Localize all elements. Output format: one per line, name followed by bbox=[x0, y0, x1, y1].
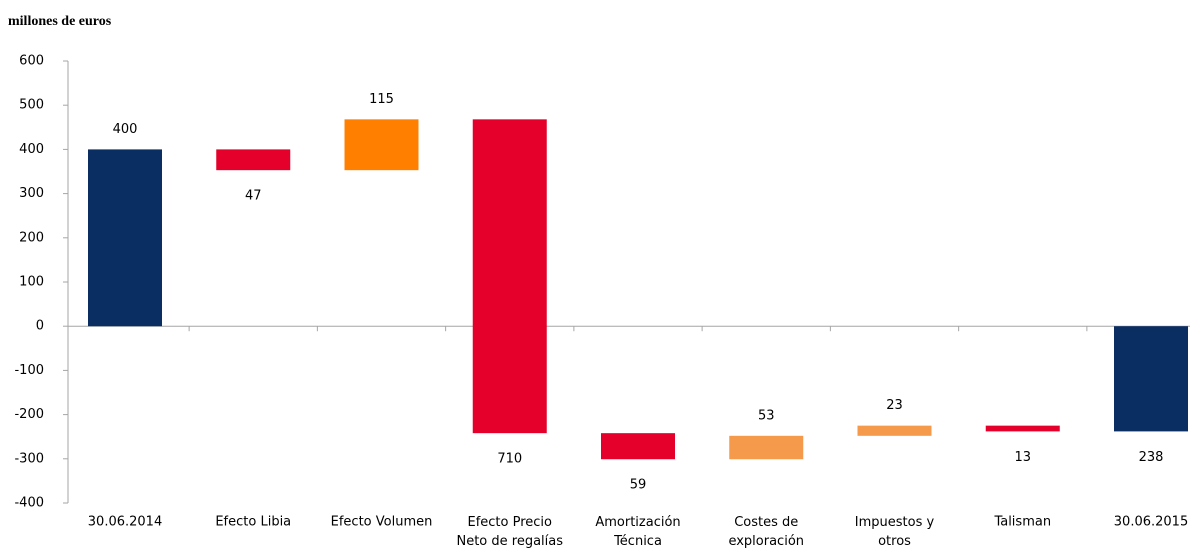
value-label: 238 bbox=[1139, 450, 1164, 465]
value-label: 23 bbox=[886, 398, 903, 413]
y-tick-label: 300 bbox=[19, 186, 44, 201]
value-label: 59 bbox=[630, 478, 647, 493]
y-tick-label: -400 bbox=[14, 496, 44, 511]
x-tick-label-line: Impuestos y bbox=[855, 515, 935, 530]
x-tick-label-line: Amortización bbox=[595, 515, 680, 530]
bar bbox=[1114, 326, 1188, 432]
value-label: 47 bbox=[245, 189, 262, 204]
value-label: 53 bbox=[758, 408, 775, 423]
y-tick-label: -300 bbox=[14, 451, 44, 466]
value-label: 13 bbox=[1014, 450, 1031, 465]
x-tick-label: 30.06.2015 bbox=[1114, 515, 1188, 530]
x-tick-label-line: Neto de regalías bbox=[456, 534, 563, 549]
x-tick-label: Costes de exploración bbox=[728, 515, 804, 549]
y-tick-label: 0 bbox=[36, 319, 44, 334]
x-tick-label: Efecto Volumen bbox=[331, 515, 433, 530]
value-label: 400 bbox=[113, 122, 138, 137]
value-label: 115 bbox=[369, 92, 394, 107]
value-label: 710 bbox=[497, 452, 522, 467]
y-tick-label: -100 bbox=[14, 363, 44, 378]
bar bbox=[857, 425, 932, 436]
bar bbox=[216, 149, 291, 171]
x-tick-label: Efecto Libia bbox=[215, 515, 291, 530]
x-tick-label: Efecto Precio Neto de regalías bbox=[456, 515, 563, 549]
bar bbox=[601, 433, 675, 460]
bar bbox=[985, 425, 1060, 432]
y-tick-label: 100 bbox=[19, 275, 44, 290]
x-tick-label: Amortización Técnica bbox=[595, 515, 680, 549]
x-tick-label-line: Efecto Precio bbox=[468, 515, 553, 530]
bar bbox=[88, 149, 162, 327]
bar bbox=[472, 119, 547, 434]
x-tick-label-line: exploración bbox=[728, 534, 804, 549]
y-tick-label: 500 bbox=[19, 98, 44, 113]
y-tick-label: 600 bbox=[19, 54, 44, 69]
bar bbox=[729, 435, 804, 460]
x-tick-label-line: otros bbox=[878, 534, 911, 549]
bar bbox=[344, 119, 419, 171]
y-tick-label: 400 bbox=[19, 142, 44, 157]
chart-title: millones de euros bbox=[8, 14, 112, 29]
x-tick-label: Impuestos y otros bbox=[855, 515, 935, 549]
x-tick-label-line: Costes de bbox=[734, 515, 798, 530]
x-tick-label: Talisman bbox=[993, 515, 1051, 530]
x-tick-label-line: Técnica bbox=[613, 534, 662, 549]
y-tick-label: -200 bbox=[14, 407, 44, 422]
x-tick-label: 30.06.2014 bbox=[88, 515, 162, 530]
y-tick-label: 200 bbox=[19, 230, 44, 245]
